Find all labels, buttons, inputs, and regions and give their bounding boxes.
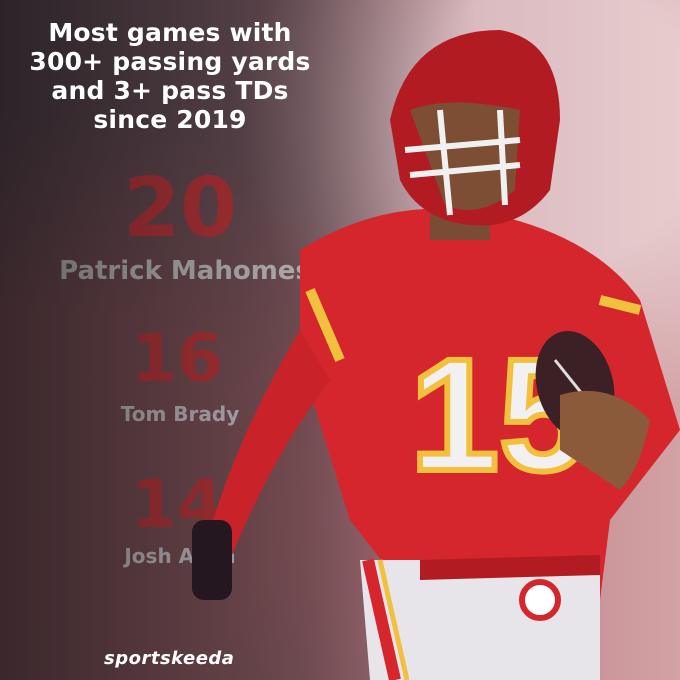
pants-stripe-gold	[377, 559, 410, 680]
brand-logo: sportskeeda	[104, 648, 235, 669]
headline-line-2: 300+ passing yards	[29, 47, 311, 76]
headline-line-1: Most games with	[48, 18, 292, 47]
right-hand	[560, 390, 650, 490]
headline: Most games with 300+ passing yards and 3…	[20, 18, 320, 134]
face	[410, 102, 520, 210]
left-arm	[210, 330, 330, 560]
stat-panel: Most games with 300+ passing yards and 3…	[20, 18, 320, 134]
facemask	[404, 109, 521, 216]
team-logo-icon	[519, 579, 561, 621]
pants-stripe	[362, 558, 401, 680]
shoulder-stripe	[598, 295, 642, 315]
headline-line-3: and 3+ pass TDs	[51, 76, 289, 105]
headline-line-4: since 2019	[93, 105, 247, 134]
left-glove	[192, 520, 232, 600]
jersey-shape	[300, 208, 680, 610]
shoulder-stripe	[305, 288, 345, 362]
belt	[420, 555, 600, 580]
